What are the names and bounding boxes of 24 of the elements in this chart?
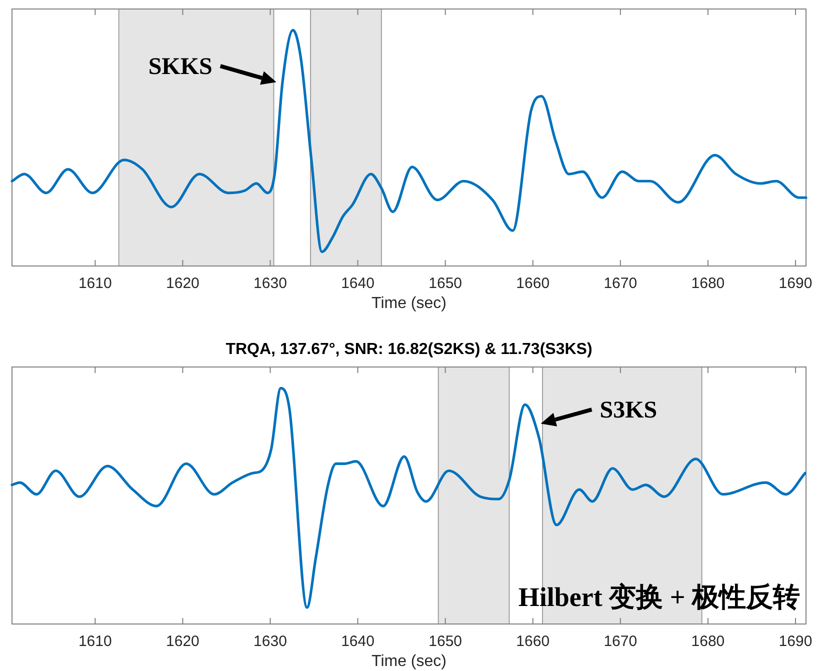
x-tick-label: 1640 bbox=[341, 633, 374, 650]
annotation: SKKS bbox=[148, 54, 212, 80]
x-axis-title: Time (sec) bbox=[372, 653, 446, 670]
annotation: Hilbert 变换 + 极性反转 bbox=[518, 582, 800, 612]
x-tick-label: 1690 bbox=[778, 275, 812, 292]
x-tick-label: 1650 bbox=[428, 633, 462, 650]
x-tick-label: 1690 bbox=[778, 633, 812, 650]
x-tick-label: 1620 bbox=[166, 633, 200, 650]
x-axis-title: Time (sec) bbox=[372, 295, 446, 312]
x-tick-label: 1680 bbox=[691, 633, 725, 650]
annotation: S3KS bbox=[600, 398, 658, 424]
x-tick-label: 1620 bbox=[166, 275, 200, 292]
x-tick-label: 1640 bbox=[341, 275, 374, 292]
x-tick-label: 1610 bbox=[78, 275, 112, 292]
x-tick-label: 1660 bbox=[516, 633, 550, 650]
x-tick-label: 1630 bbox=[254, 633, 287, 650]
x-tick-label: 1660 bbox=[516, 275, 550, 292]
x-tick-label: 1650 bbox=[428, 275, 462, 292]
chart-title: TRQA, 137.67°, SNR: 16.82(S2KS) & 11.73(S3KS) bbox=[226, 341, 592, 358]
x-tick-label: 1680 bbox=[691, 275, 725, 292]
x-tick-label: 1670 bbox=[604, 275, 638, 292]
x-tick-label: 1610 bbox=[78, 633, 112, 650]
x-tick-label: 1670 bbox=[604, 633, 638, 650]
x-tick-label: 1630 bbox=[254, 275, 287, 292]
